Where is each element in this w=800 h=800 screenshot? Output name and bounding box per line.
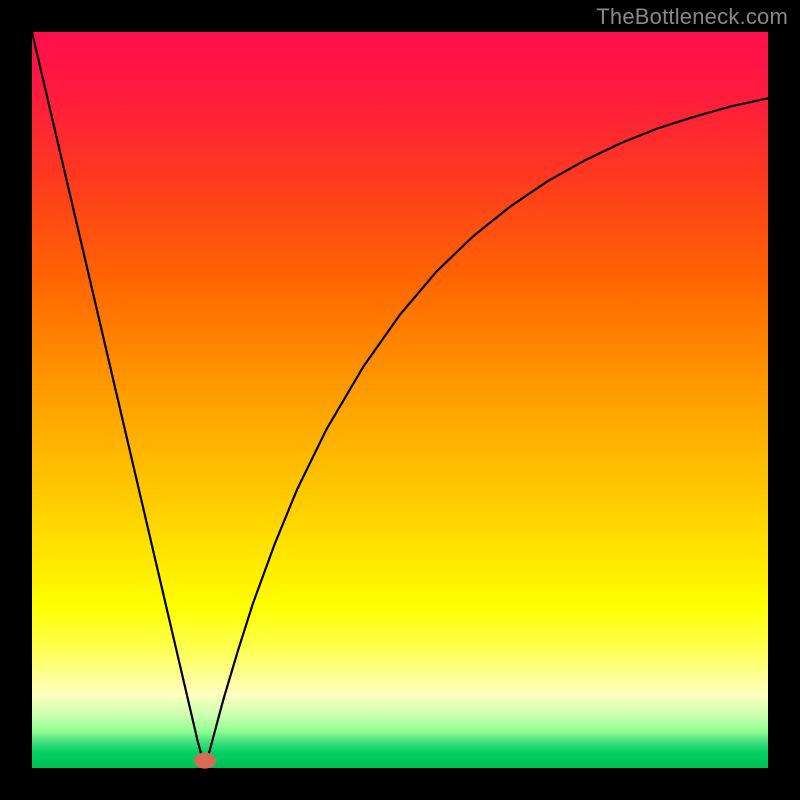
watermark: TheBottleneck.com xyxy=(596,4,788,30)
gradient-background xyxy=(32,32,768,768)
min-point-marker xyxy=(194,753,216,769)
bottleneck-curve-chart xyxy=(0,0,800,800)
chart-frame: TheBottleneck.com xyxy=(0,0,800,800)
